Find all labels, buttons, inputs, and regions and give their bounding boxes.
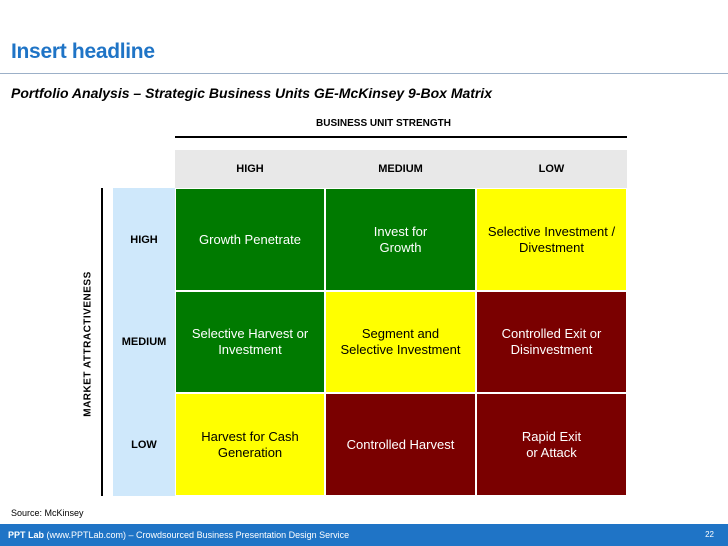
y-axis-line bbox=[101, 188, 103, 496]
matrix-cell-growth-penetrate: Growth Penetrate bbox=[175, 188, 325, 291]
matrix-cell-text: Controlled Harvest bbox=[346, 436, 455, 452]
page-number: 22 bbox=[705, 530, 714, 539]
matrix-cell-text: Selective Harvest or Investment bbox=[191, 326, 309, 357]
footer-bar: PPT Lab (www.PPTLab.com) – Crowdsourced … bbox=[0, 524, 728, 546]
matrix-cell-selective-investment: Selective Investment / Divestment bbox=[476, 188, 627, 291]
matrix-cell-text: Invest for Growth bbox=[373, 223, 428, 255]
x-axis-label: BUSINESS UNIT STRENGTH bbox=[316, 118, 452, 129]
matrix-cell-text: Controlled Exit or Disinvestment bbox=[501, 326, 602, 357]
matrix-cell-segment-selective: Segment and Selective Investment bbox=[325, 291, 476, 393]
matrix-cell-selective-harvest: Selective Harvest or Investment bbox=[175, 291, 325, 393]
row-header-high: HIGH bbox=[130, 233, 158, 246]
row-header-band bbox=[113, 188, 175, 496]
header-divider bbox=[0, 73, 728, 74]
x-axis-line bbox=[175, 136, 627, 138]
column-header-high: HIGH bbox=[236, 163, 264, 175]
column-header-medium: MEDIUM bbox=[378, 163, 423, 175]
matrix-cell-text: Selective Investment / Divestment bbox=[487, 223, 616, 255]
column-header-low: LOW bbox=[538, 163, 565, 175]
row-header-low: LOW bbox=[131, 438, 157, 451]
matrix-cell-controlled-exit: Controlled Exit or Disinvestment bbox=[476, 291, 627, 393]
matrix-cell-harvest-for-cash: Harvest for Cash Generation bbox=[175, 393, 325, 496]
footer-tagline: (www.PPTLab.com) – Crowdsourced Business… bbox=[44, 530, 350, 540]
footer-brand: PPT Lab bbox=[8, 530, 45, 540]
slide-subtitle: Portfolio Analysis – Strategic Business … bbox=[11, 85, 493, 101]
column-header-band bbox=[175, 150, 627, 188]
source-note: Source: McKinsey bbox=[11, 508, 84, 518]
row-header-medium: MEDIUM bbox=[121, 336, 167, 348]
matrix-cell-text: Segment and Selective Investment bbox=[340, 326, 461, 357]
footer-text: PPT Lab (www.PPTLab.com) – Crowdsourced … bbox=[8, 530, 349, 540]
matrix-cell-text: Rapid Exit or Attack bbox=[521, 428, 582, 460]
matrix-cell-controlled-harvest: Controlled Harvest bbox=[325, 393, 476, 496]
matrix-cell-text: Growth Penetrate bbox=[199, 231, 301, 247]
slide-headline: Insert headline bbox=[11, 40, 155, 63]
y-axis-label: MARKET ATTRACTIVENESS bbox=[82, 271, 94, 417]
matrix-cell-invest-for-growth: Invest for Growth bbox=[325, 188, 476, 291]
matrix-cell-rapid-exit: Rapid Exit or Attack bbox=[476, 393, 627, 496]
matrix-cell-text: Harvest for Cash Generation bbox=[201, 428, 299, 460]
